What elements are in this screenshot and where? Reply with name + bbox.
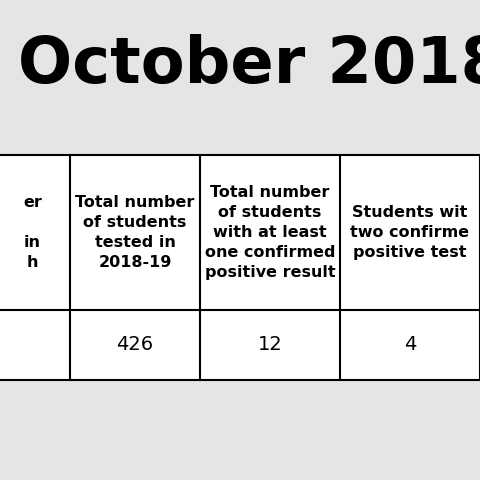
Text: October 2018 - Ma: October 2018 - Ma (18, 34, 480, 96)
Text: Total number
of students
tested in
2018-19: Total number of students tested in 2018-… (75, 195, 195, 270)
Bar (0, 155, 480, 380)
Text: 12: 12 (258, 336, 282, 355)
Text: er

in
h: er in h (23, 195, 42, 270)
Text: Total number
of students
with at least
one confirmed
positive result: Total number of students with at least o… (204, 185, 336, 279)
Text: 4: 4 (404, 336, 416, 355)
Bar (0, 155, 480, 380)
Text: Students wit
two confirme
positive test: Students wit two confirme positive test (350, 205, 469, 260)
Text: 426: 426 (117, 336, 154, 355)
